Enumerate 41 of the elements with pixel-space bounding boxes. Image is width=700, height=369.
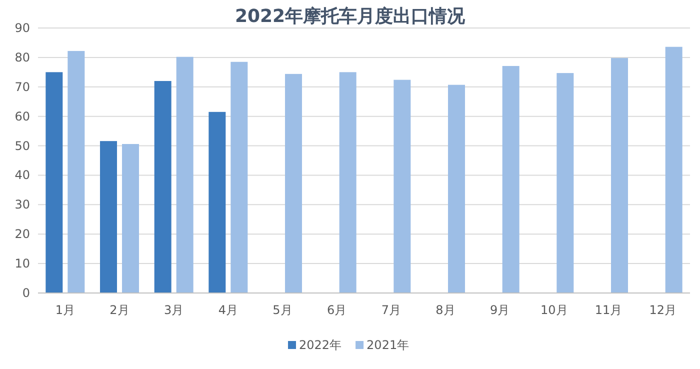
bar bbox=[502, 66, 520, 293]
x-tick-label: 12月 bbox=[649, 303, 676, 317]
bar bbox=[556, 73, 574, 293]
x-tick-label: 7月 bbox=[381, 303, 401, 317]
y-tick-label: 80 bbox=[14, 50, 30, 64]
bar bbox=[285, 74, 302, 293]
y-tick-label: 60 bbox=[14, 109, 30, 124]
bar bbox=[611, 58, 628, 293]
bar bbox=[100, 141, 117, 293]
x-tick-label: 9月 bbox=[490, 303, 510, 317]
y-tick-label: 20 bbox=[14, 227, 30, 242]
x-tick-label: 5月 bbox=[272, 303, 292, 317]
bar bbox=[339, 72, 356, 293]
x-tick-label: 11月 bbox=[594, 303, 622, 317]
y-tick-label: 90 bbox=[14, 21, 30, 35]
x-tick-label: 3月 bbox=[164, 303, 184, 317]
x-tick-label: 2月 bbox=[110, 303, 130, 317]
bar bbox=[122, 144, 139, 293]
x-tick-label: 4月 bbox=[218, 303, 238, 317]
x-tick-label: 8月 bbox=[436, 303, 456, 317]
x-tick-label: 1月 bbox=[55, 303, 75, 317]
bar bbox=[46, 72, 63, 293]
chart-title: 2022年摩托车月度出口情况 bbox=[234, 6, 466, 27]
y-tick-label: 40 bbox=[14, 168, 30, 182]
bar bbox=[448, 84, 465, 293]
legend-label: 2021年 bbox=[366, 338, 410, 352]
bar bbox=[176, 56, 194, 293]
bar bbox=[665, 46, 682, 293]
y-tick-label: 10 bbox=[14, 256, 30, 271]
bar bbox=[394, 80, 411, 293]
bar bbox=[230, 62, 248, 293]
bar bbox=[154, 81, 172, 293]
bar bbox=[208, 112, 226, 293]
y-tick-label: 0 bbox=[22, 286, 30, 300]
legend-label: 2022年 bbox=[299, 338, 342, 352]
bar bbox=[68, 50, 85, 293]
y-tick-label: 50 bbox=[14, 138, 30, 153]
y-tick-label: 70 bbox=[14, 80, 30, 94]
y-tick-label: 30 bbox=[14, 198, 30, 212]
x-tick-label: 10月 bbox=[540, 303, 568, 317]
x-tick-label: 6月 bbox=[327, 303, 347, 317]
